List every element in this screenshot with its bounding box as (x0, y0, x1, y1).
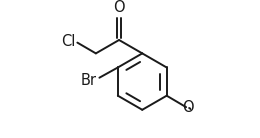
Text: Cl: Cl (61, 34, 75, 49)
Text: Br: Br (80, 73, 96, 88)
Text: O: O (113, 0, 125, 15)
Text: O: O (182, 100, 193, 115)
